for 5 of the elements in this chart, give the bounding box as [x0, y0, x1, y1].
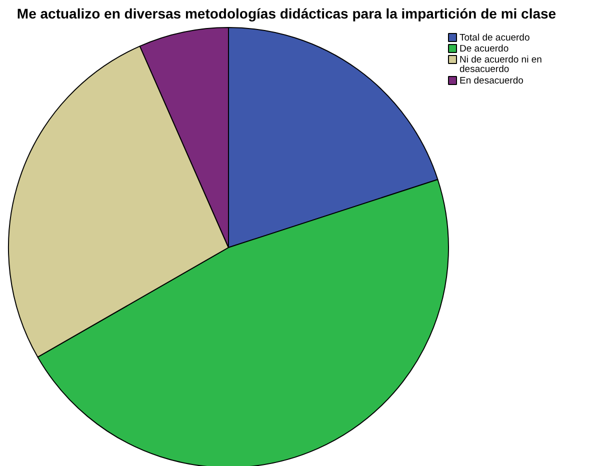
- legend-label: Ni de acuerdo ni en desacuerdo: [460, 54, 542, 75]
- chart-title: Me actualizo en diversas metodologías didácticas para la impartición de mi clase: [16, 6, 556, 22]
- legend-label: En desacuerdo: [460, 76, 524, 86]
- legend-label: De acuerdo: [460, 44, 509, 54]
- legend-label: Total de acuerdo: [460, 32, 530, 44]
